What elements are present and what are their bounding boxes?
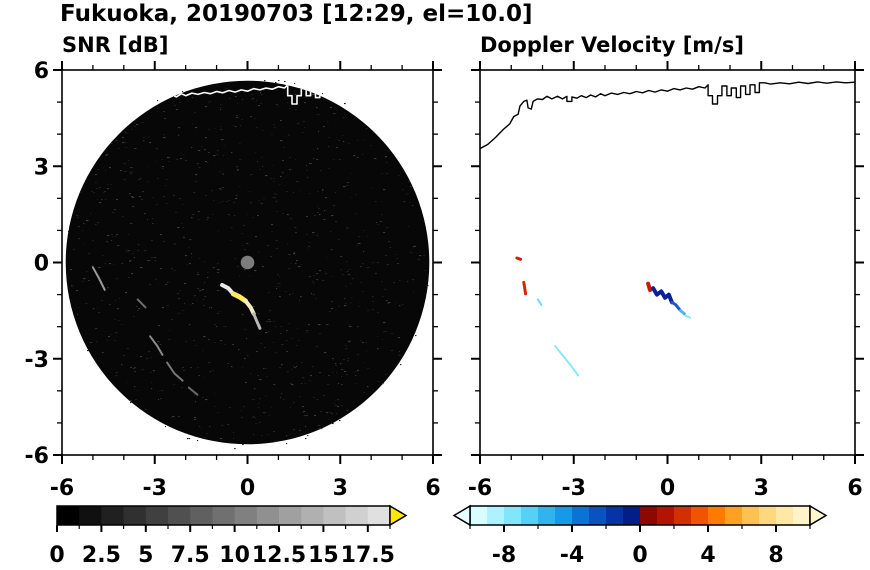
snr-panel-title: SNR [dB] <box>62 33 169 57</box>
svg-text:3: 3 <box>34 155 49 180</box>
svg-text:0: 0 <box>660 476 675 501</box>
svg-text:-6: -6 <box>50 476 74 501</box>
svg-text:12.5: 12.5 <box>252 543 306 568</box>
svg-text:6: 6 <box>425 476 440 501</box>
svg-text:2.5: 2.5 <box>82 543 121 568</box>
svg-text:3: 3 <box>333 476 348 501</box>
svg-text:-3: -3 <box>562 476 586 501</box>
plot-frame <box>479 69 856 456</box>
colorbar-over-arrow <box>809 504 828 527</box>
doppler-panel-title: Doppler Velocity [m/s] <box>480 33 744 57</box>
figure-title: Fukuoka, 20190703 [12:29, el=10.0] <box>60 1 533 27</box>
svg-text:-4: -4 <box>560 543 584 568</box>
svg-text:4: 4 <box>700 543 715 568</box>
svg-text:-6: -6 <box>468 476 492 501</box>
svg-text:5: 5 <box>138 543 153 568</box>
svg-text:10: 10 <box>219 543 250 568</box>
svg-text:6: 6 <box>847 476 862 501</box>
svg-text:0: 0 <box>632 543 647 568</box>
svg-text:6: 6 <box>34 59 49 84</box>
svg-text:-8: -8 <box>492 543 516 568</box>
svg-text:15: 15 <box>308 543 339 568</box>
doppler-panel-content <box>480 81 855 377</box>
svg-text:0: 0 <box>240 476 255 501</box>
colorbar-over-arrow <box>389 504 408 527</box>
svg-text:3: 3 <box>754 476 769 501</box>
colorbar-under-arrow <box>452 504 471 527</box>
svg-text:7.5: 7.5 <box>171 543 210 568</box>
svg-text:17.5: 17.5 <box>341 543 395 568</box>
svg-text:-3: -3 <box>25 348 49 373</box>
svg-text:-6: -6 <box>25 444 49 469</box>
svg-text:8: 8 <box>768 543 783 568</box>
svg-text:0: 0 <box>49 543 64 568</box>
snr-panel-content <box>65 80 430 450</box>
svg-text:0: 0 <box>34 252 49 277</box>
svg-text:-3: -3 <box>143 476 167 501</box>
radar-center-dot <box>240 255 255 270</box>
